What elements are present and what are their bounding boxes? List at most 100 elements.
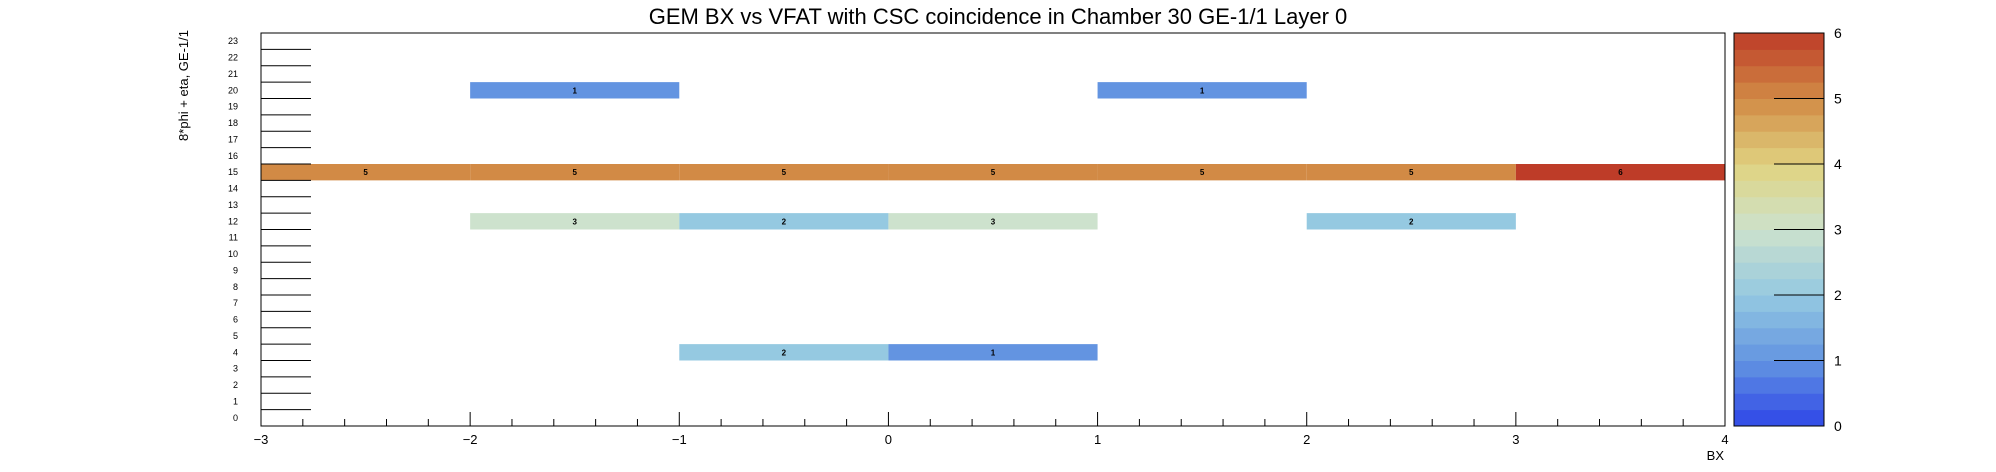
- color-scale-band: [1734, 393, 1824, 411]
- cell-value-label: 2: [782, 348, 787, 357]
- y-tick-label: 8: [233, 282, 238, 292]
- color-scale: 0 1 2 3 4 5 6: [1733, 25, 1842, 434]
- y-tick-label: 6: [233, 315, 238, 325]
- cell-value-label: 5: [991, 168, 996, 177]
- y-tick-label: 3: [233, 364, 238, 374]
- y-axis-label: 8*phi + eta, GE-1/1: [176, 30, 191, 141]
- x-tick-label: −3: [254, 432, 269, 447]
- color-scale-band: [1734, 82, 1824, 99]
- x-tick-label: −1: [672, 432, 687, 447]
- color-scale-band: [1734, 262, 1824, 280]
- y-tick-label: 19: [228, 102, 238, 112]
- color-scale-label: 3: [1834, 222, 1842, 238]
- cell-value-label: 5: [572, 168, 577, 177]
- y-tick-label: 13: [228, 200, 238, 210]
- heatmap-cell: [1097, 82, 1307, 99]
- y-tick-label: 14: [228, 184, 238, 194]
- heatmap-cell: [679, 213, 889, 230]
- color-scale-band: [1734, 196, 1824, 214]
- cell-value-label: 5: [1200, 168, 1205, 177]
- color-scale-band: [1734, 311, 1824, 329]
- color-scale-band: [1734, 327, 1824, 345]
- cell-value-label: 5: [363, 168, 368, 177]
- cell-value-label: 2: [1409, 217, 1414, 226]
- color-scale-band: [1734, 33, 1824, 50]
- cell-value-label: 2: [782, 217, 787, 226]
- heatmap-cell: [1515, 164, 1725, 181]
- color-scale-band: [1734, 245, 1824, 263]
- color-scale-band: [1734, 295, 1824, 312]
- x-axis-label: BX: [1707, 448, 1725, 463]
- y-tick-label: 1: [233, 396, 238, 406]
- y-tick-label: 17: [228, 134, 238, 144]
- color-scale-label: 4: [1834, 156, 1842, 172]
- x-tick-label: 2: [1303, 432, 1310, 447]
- color-scale-band: [1734, 229, 1824, 247]
- heatmap-cell: [261, 164, 471, 181]
- heatmap-cell: [1306, 213, 1516, 230]
- color-scale-band: [1734, 65, 1824, 83]
- y-tick-label: 11: [229, 233, 238, 243]
- color-scale-band: [1734, 180, 1824, 198]
- heatmap-cell: [888, 344, 1098, 361]
- y-tick-label: 0: [233, 413, 238, 423]
- x-tick-label: 0: [885, 432, 892, 447]
- y-tick-label: 16: [228, 151, 238, 161]
- y-tick-label: 18: [228, 118, 238, 128]
- cell-value-label: 3: [991, 217, 996, 226]
- cell-value-label: 5: [782, 168, 787, 177]
- y-tick-label: 10: [228, 249, 238, 259]
- color-scale-label: 6: [1834, 25, 1842, 41]
- color-scale-band: [1734, 278, 1824, 296]
- y-tick-label: 21: [228, 69, 238, 79]
- cell-value-label: 3: [572, 217, 577, 226]
- y-tick-label: 12: [228, 216, 238, 226]
- heatmap-cell: [470, 213, 680, 230]
- cell-value-label: 1: [1200, 86, 1205, 95]
- y-tick-label: 23: [228, 36, 238, 46]
- color-scale-band: [1734, 344, 1824, 361]
- y-tick-label: 22: [228, 53, 238, 63]
- color-scale-band: [1734, 164, 1824, 181]
- heatmap-cell: [470, 164, 680, 181]
- x-axis: −3 −2 −1 0 1 2 3 4: [254, 412, 1729, 447]
- color-scale-label: 2: [1834, 287, 1842, 303]
- heatmap-cell: [679, 344, 889, 361]
- color-scale-label: 0: [1834, 418, 1842, 434]
- y-tick-label: 15: [228, 167, 238, 177]
- cell-value-label: 6: [1618, 168, 1623, 177]
- color-scale-label: 5: [1834, 91, 1842, 107]
- color-scale-band: [1734, 376, 1824, 394]
- x-tick-label: −2: [463, 432, 478, 447]
- x-tick-label: 1: [1094, 432, 1101, 447]
- heatmap-cell: [1306, 164, 1516, 181]
- y-tick-label: 4: [233, 347, 238, 357]
- color-scale-band: [1734, 360, 1824, 378]
- heatmap-cell: [679, 164, 889, 181]
- heatmap-cells: 1 1 5 5 5 5 5 5 6 3 2 3 2 2 1: [261, 82, 1725, 361]
- color-scale-band: [1734, 213, 1824, 230]
- heatmap-cell: [888, 164, 1098, 181]
- heatmap-cell: [470, 82, 680, 99]
- x-tick-label: 4: [1721, 432, 1728, 447]
- color-scale-band: [1734, 49, 1824, 67]
- heatmap-cell: [888, 213, 1098, 230]
- cell-value-label: 1: [991, 348, 996, 357]
- y-tick-label: 20: [228, 85, 238, 95]
- y-tick-label: 2: [233, 380, 238, 390]
- color-scale-band: [1734, 409, 1824, 427]
- chart-title: GEM BX vs VFAT with CSC coincidence in C…: [649, 4, 1348, 29]
- color-scale-band: [1734, 131, 1824, 149]
- color-scale-band: [1734, 98, 1824, 116]
- y-tick-label: 9: [233, 265, 238, 275]
- cell-value-label: 1: [572, 86, 577, 95]
- color-scale-label: 1: [1834, 353, 1842, 369]
- color-scale-band: [1734, 114, 1824, 132]
- color-scale-band: [1734, 147, 1824, 165]
- y-tick-label: 5: [233, 331, 238, 341]
- x-tick-label: 3: [1512, 432, 1519, 447]
- y-tick-label: 7: [233, 298, 238, 308]
- cell-value-label: 5: [1409, 168, 1414, 177]
